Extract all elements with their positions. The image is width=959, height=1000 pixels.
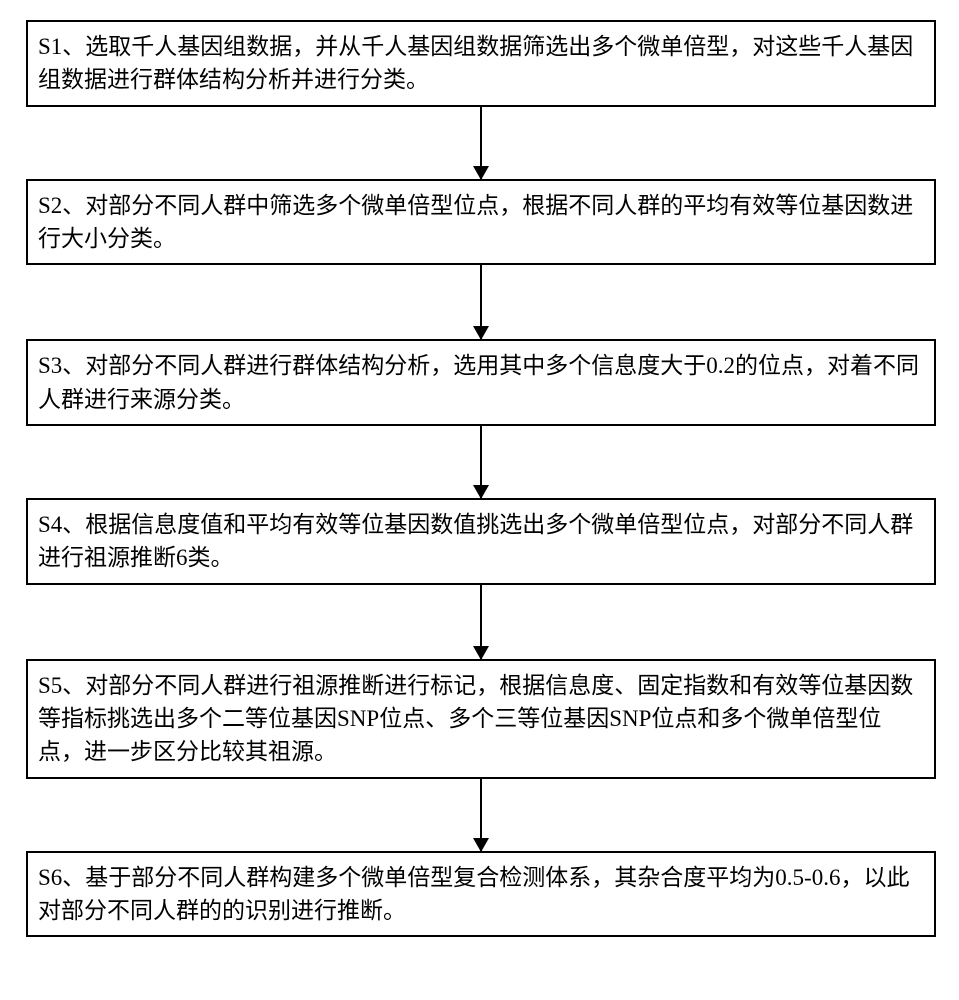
arrow-s3-s4 bbox=[26, 426, 936, 498]
step-s4-box: S4、根据信息度值和平均有效等位基因数值挑选出多个微单倍型位点，对部分不同人群进… bbox=[26, 498, 936, 585]
arrow-icon bbox=[480, 265, 482, 339]
step-s3-text: S3、对部分不同人群进行群体结构分析，选用其中多个信息度大于0.2的位点，对着不… bbox=[38, 353, 919, 411]
step-s2-text: S2、对部分不同人群中筛选多个微单倍型位点，根据不同人群的平均有效等位基因数进行… bbox=[38, 193, 913, 251]
arrow-icon bbox=[480, 107, 482, 179]
step-s6-text: S6、基于部分不同人群构建多个微单倍型复合检测体系，其杂合度平均为0.5-0.6… bbox=[38, 865, 909, 923]
step-s4-text: S4、根据信息度值和平均有效等位基因数值挑选出多个微单倍型位点，对部分不同人群进… bbox=[38, 512, 913, 570]
arrow-s4-s5 bbox=[26, 585, 936, 659]
step-s5-text: S5、对部分不同人群进行祖源推断进行标记，根据信息度、固定指数和有效等位基因数等… bbox=[38, 673, 913, 765]
step-s6-box: S6、基于部分不同人群构建多个微单倍型复合检测体系，其杂合度平均为0.5-0.6… bbox=[26, 851, 936, 938]
step-s1-text: S1、选取千人基因组数据，并从千人基因组数据筛选出多个微单倍型，对这些千人基因组… bbox=[38, 34, 913, 92]
arrow-icon bbox=[480, 779, 482, 851]
flowchart-container: S1、选取千人基因组数据，并从千人基因组数据筛选出多个微单倍型，对这些千人基因组… bbox=[26, 20, 936, 937]
arrow-s2-s3 bbox=[26, 265, 936, 339]
step-s5-box: S5、对部分不同人群进行祖源推断进行标记，根据信息度、固定指数和有效等位基因数等… bbox=[26, 659, 936, 779]
arrow-icon bbox=[480, 585, 482, 659]
arrow-s5-s6 bbox=[26, 779, 936, 851]
step-s2-box: S2、对部分不同人群中筛选多个微单倍型位点，根据不同人群的平均有效等位基因数进行… bbox=[26, 179, 936, 266]
arrow-icon bbox=[480, 426, 482, 498]
arrow-s1-s2 bbox=[26, 107, 936, 179]
step-s1-box: S1、选取千人基因组数据，并从千人基因组数据筛选出多个微单倍型，对这些千人基因组… bbox=[26, 20, 936, 107]
step-s3-box: S3、对部分不同人群进行群体结构分析，选用其中多个信息度大于0.2的位点，对着不… bbox=[26, 339, 936, 426]
